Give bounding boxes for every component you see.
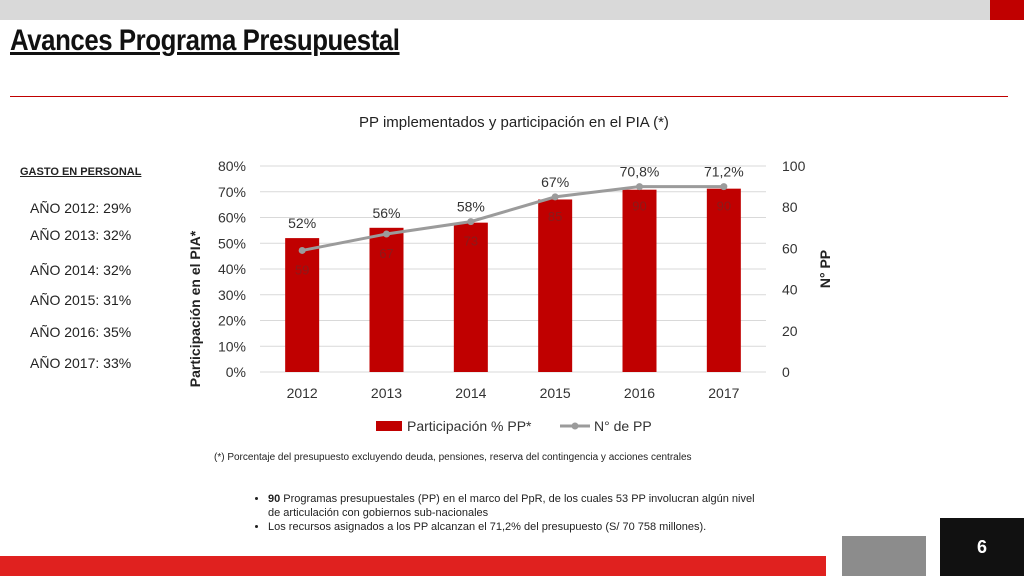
sidebar-item: AÑO 2017: 33% <box>30 355 132 371</box>
bar-data-label: 67% <box>541 174 569 190</box>
line-data-label: 85 <box>548 209 562 224</box>
sidebar-heading: GASTO EN PERSONAL <box>20 166 142 178</box>
y-tick-label: 80% <box>218 158 246 174</box>
bar <box>285 238 320 372</box>
bar <box>706 188 741 372</box>
bar-data-label: 52% <box>288 215 316 231</box>
y-tick-label: 60% <box>218 210 246 226</box>
y2-tick-label: 0 <box>782 364 790 380</box>
title-divider <box>10 96 1008 97</box>
bullet-item: 90 Programas presupuestales (PP) en el m… <box>268 492 768 520</box>
bullet-list: 90 Programas presupuestales (PP) en el m… <box>250 492 768 534</box>
top-bar <box>0 0 1024 20</box>
bar-data-label: 71,2% <box>704 164 744 180</box>
line-data-label: 90 <box>632 199 646 214</box>
y2-tick-label: 80 <box>782 199 798 215</box>
line-data-label: 59 <box>295 262 309 277</box>
y-axis-title: Participación en el PIA* <box>187 230 203 387</box>
bar <box>538 199 573 372</box>
bar <box>622 189 657 372</box>
line-point <box>636 183 643 191</box>
bar-data-label: 58% <box>457 199 485 215</box>
bullet-text: Los recursos asignados a los PP alcanzan… <box>268 521 707 533</box>
y2-axis-title: N° PP <box>817 250 833 288</box>
sidebar-item: AÑO 2014: 32% <box>30 262 132 278</box>
line-point <box>467 218 475 226</box>
y2-tick-label: 20 <box>782 323 798 339</box>
x-tick-label: 2013 <box>371 385 402 401</box>
line-point <box>720 183 728 191</box>
sidebar-item: AÑO 2012: 29% <box>30 200 132 216</box>
y-tick-label: 40% <box>218 261 246 277</box>
bar <box>453 222 488 372</box>
bullet-item: Los recursos asignados a los PP alcanzan… <box>268 520 768 534</box>
y2-tick-label: 40 <box>782 282 798 298</box>
line-point <box>551 193 559 201</box>
bottom-bar <box>0 556 826 576</box>
sidebar-item: AÑO 2013: 32% <box>30 227 132 243</box>
bullet-bold: 90 <box>268 493 281 505</box>
y-tick-label: 20% <box>218 313 246 329</box>
legend-label: N° de PP <box>594 418 652 434</box>
x-tick-label: 2017 <box>708 385 739 401</box>
top-bar-accent <box>990 0 1024 20</box>
page-number: 6 <box>940 518 1024 576</box>
y-tick-label: 30% <box>218 287 246 303</box>
legend-line-marker <box>571 422 579 430</box>
bar-data-label: 70,8% <box>620 164 660 180</box>
y-tick-label: 0% <box>226 364 246 380</box>
slide-title: Avances Programa Presupuestal <box>10 24 400 57</box>
line-data-label: 67 <box>379 246 393 261</box>
line-data-label: 73 <box>464 234 478 249</box>
x-tick-label: 2015 <box>540 385 571 401</box>
series-line <box>301 185 724 252</box>
legend-bar-swatch <box>376 421 402 431</box>
y-tick-label: 50% <box>218 235 246 251</box>
bullet-text: Programas presupuestales (PP) en el marc… <box>268 493 755 519</box>
line-point <box>383 230 390 238</box>
x-tick-label: 2012 <box>287 385 318 401</box>
bar-data-label: 56% <box>372 205 400 221</box>
sidebar-item: AÑO 2015: 31% <box>30 292 132 308</box>
y2-tick-label: 100 <box>782 158 806 174</box>
x-tick-label: 2016 <box>624 385 655 401</box>
y2-tick-label: 60 <box>782 240 798 256</box>
bottom-gray-block <box>842 536 926 576</box>
y-tick-label: 10% <box>218 338 246 354</box>
footnote: (*) Porcentaje del presupuesto excluyend… <box>214 452 692 463</box>
chart-title: PP implementados y participación en el P… <box>359 114 669 131</box>
y-tick-label: 70% <box>218 184 246 200</box>
legend-label: Participación % PP* <box>407 418 532 434</box>
x-tick-label: 2014 <box>455 385 486 401</box>
bar <box>369 227 404 372</box>
sidebar-item: AÑO 2016: 35% <box>30 324 132 340</box>
line-data-label: 90 <box>717 199 731 214</box>
line-point <box>298 246 306 254</box>
